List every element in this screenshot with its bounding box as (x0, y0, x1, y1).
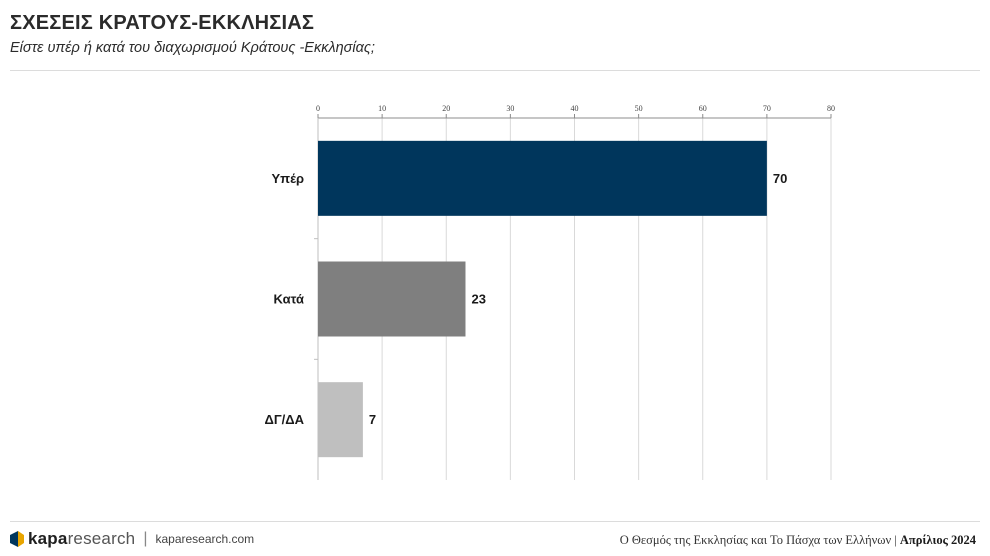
logo-wordmark: kaparesearch (28, 529, 135, 549)
footer-study-info: Ο Θεσμός της Εκκλησίας και Το Πάσχα των … (620, 533, 976, 548)
tick-label-40: 40 (571, 104, 579, 113)
data-label-2: 23 (471, 292, 485, 307)
data-label-3: 7 (369, 412, 376, 427)
tick-label-20: 20 (442, 104, 450, 113)
tick-label-30: 30 (506, 104, 514, 113)
category-label-2: Κατά (273, 292, 304, 307)
category-label-1: Υπέρ (271, 171, 304, 186)
footer-separator: | (143, 530, 148, 547)
footer-divider (10, 521, 980, 522)
logo-word-kapa: kapa (28, 529, 68, 548)
bar-3 (318, 382, 363, 458)
category-label-3: ΔΓ/ΔΑ (264, 412, 304, 427)
kapa-research-logo: kaparesearch | kaparesearch.com (10, 529, 254, 549)
tick-label-50: 50 (635, 104, 643, 113)
tick-label-70: 70 (763, 104, 771, 113)
page-subtitle: Είστε υπέρ ή κατά του διαχωρισμού Κράτου… (10, 40, 375, 56)
bar-2 (318, 261, 466, 337)
kapa-logo-icon (10, 531, 24, 547)
bar-1 (318, 140, 767, 216)
study-title: Ο Θεσμός της Εκκλησίας και Το Πάσχα των … (619, 533, 897, 547)
header: ΣΧΕΣΕΙΣ ΚΡΑΤΟΥΣ-ΕΚΚΛΗΣΙΑΣ Είστε υπέρ ή κ… (10, 12, 375, 56)
logo-word-research: research (67, 529, 136, 548)
footer: kaparesearch | kaparesearch.com Ο Θεσμός… (10, 529, 976, 551)
tick-label-80: 80 (827, 104, 835, 113)
header-divider (10, 70, 980, 71)
page-title: ΣΧΕΣΕΙΣ ΚΡΑΤΟΥΣ-ΕΚΚΛΗΣΙΑΣ (10, 12, 315, 34)
tick-label-60: 60 (699, 104, 707, 113)
tick-label-10: 10 (378, 104, 386, 113)
website-link[interactable]: kaparesearch.com (155, 532, 255, 546)
study-date: Απρίλιος 2024 (899, 533, 976, 547)
tick-label-0: 0 (316, 104, 320, 113)
data-label-1: 70 (773, 171, 787, 186)
